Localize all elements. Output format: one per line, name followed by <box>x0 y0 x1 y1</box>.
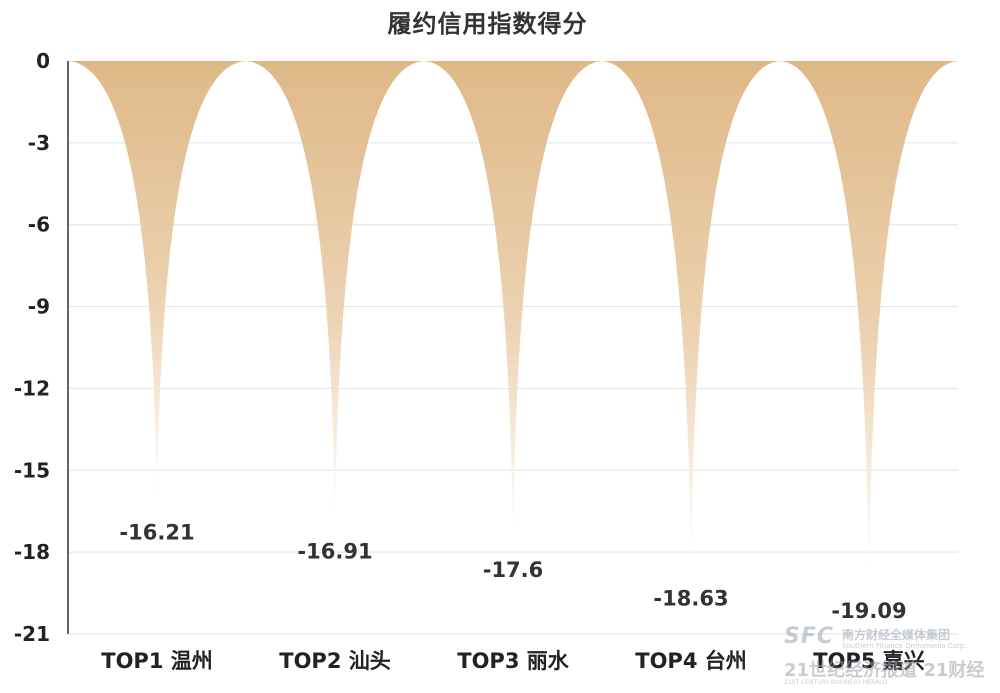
x-tick-label: TOP3 丽水 <box>457 649 569 673</box>
data-label: -17.6 <box>483 558 544 582</box>
y-tick-label: -15 <box>14 458 50 482</box>
y-tick-label: -6 <box>28 213 50 237</box>
spike-layer <box>67 61 959 582</box>
data-label: -16.91 <box>297 539 372 563</box>
y-tick-label: -3 <box>28 131 50 155</box>
watermark-en: Southern Finance Omnimedia Corp. <box>842 642 967 650</box>
x-tick-label: TOP2 汕头 <box>279 649 391 673</box>
x-tick-label: TOP4 台州 <box>635 649 747 673</box>
watermark: SFC 南方财经全媒体集团 Southern Finance Omnimedia… <box>784 624 994 690</box>
x-tick-label: TOP1 温州 <box>101 649 213 673</box>
watermark-logo: SFC <box>784 624 835 649</box>
watermark-line2: 21世纪经济报道 21财经 <box>784 660 985 681</box>
label-layer: 0 -3 -6 -9 -12 -15 -18 -21 -16.21 TOP1 温州 -16.91 TO… <box>14 49 925 673</box>
bar-spike <box>601 61 781 570</box>
y-tick-label: -9 <box>28 295 50 319</box>
data-label: -16.21 <box>119 520 194 544</box>
watermark-line3: 21ST CENTURY BUSINESS HERALD <box>784 679 888 686</box>
x-tick-label: TOP5 嘉兴 <box>813 649 925 673</box>
watermark-cn: 南方财经全媒体集团 <box>842 628 951 642</box>
chart-title: 履约信用指数得分 <box>387 10 588 38</box>
y-tick-label: -18 <box>14 540 50 564</box>
y-tick-label: -21 <box>14 622 50 646</box>
y-tick-label: 0 <box>36 49 50 73</box>
bar-spike <box>423 61 603 542</box>
y-tick-label: -12 <box>14 376 50 400</box>
bar-spike <box>779 61 959 582</box>
bar-spike <box>67 61 247 504</box>
data-label: -19.09 <box>831 599 906 623</box>
data-label: -18.63 <box>653 586 728 610</box>
bar-spike <box>245 61 425 523</box>
